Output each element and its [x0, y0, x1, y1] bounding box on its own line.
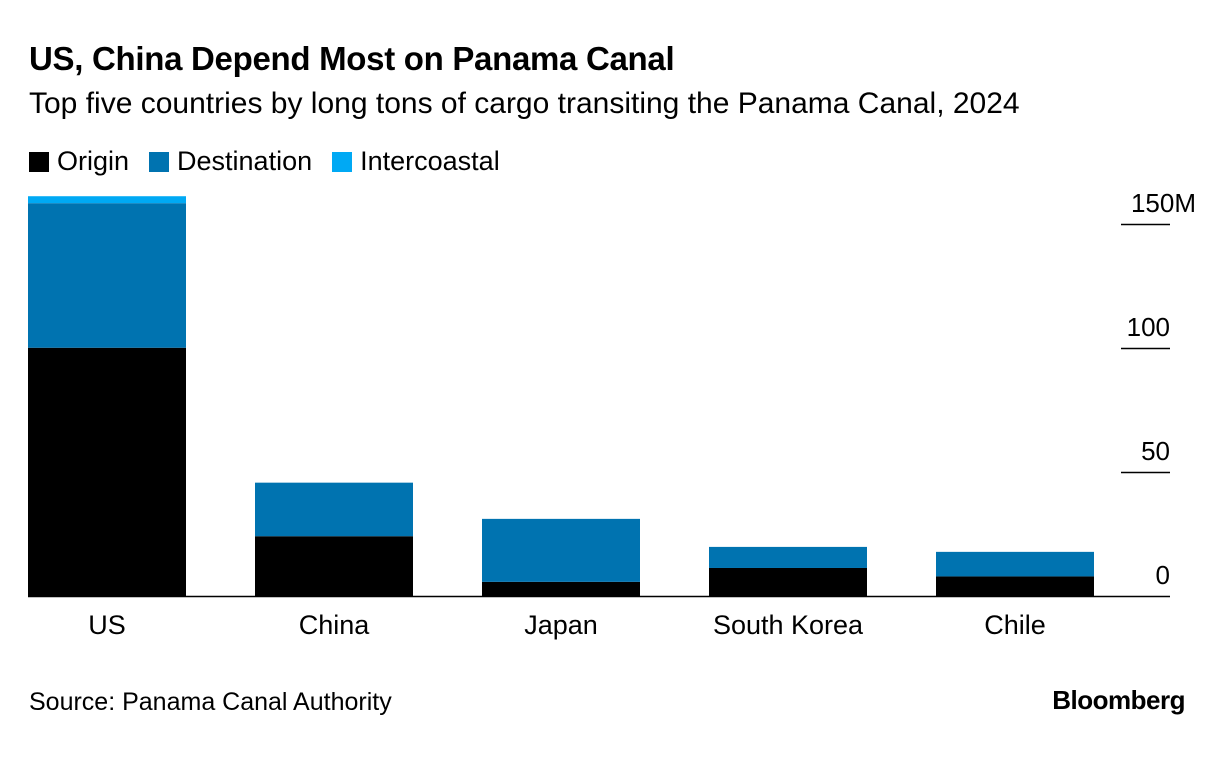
bar-chile-destination [936, 551, 1094, 577]
y-tick-label-150: 150M [1131, 188, 1196, 218]
bar-china-destination [255, 482, 413, 537]
x-tick-label-us: US [88, 610, 126, 640]
bar-japan-destination [482, 518, 640, 582]
legend-swatch-destination [149, 151, 170, 172]
bar-south-korea-destination [709, 546, 867, 568]
bar-us-intercoastal [28, 196, 186, 204]
legend-item-destination: Destination [149, 146, 312, 177]
legend-swatch-intercoastal [332, 151, 353, 172]
x-tick-label-chile: Chile [984, 610, 1046, 640]
bar-us-destination [28, 203, 186, 348]
bar-china-origin [255, 536, 413, 596]
y-tick-label-100: 100 [1127, 312, 1170, 342]
legend-label-origin: Origin [57, 146, 130, 176]
y-tick-label-50: 50 [1141, 436, 1170, 466]
x-tick-label-south-korea: South Korea [713, 610, 864, 640]
bar-south-korea-origin [709, 567, 867, 596]
bloomberg-logo: Bloomberg [1052, 685, 1185, 715]
y-tick-label-0: 0 [1156, 560, 1170, 590]
legend-item-origin: Origin [29, 146, 129, 177]
x-tick-label-japan: Japan [524, 610, 598, 640]
legend-swatch-origin [29, 151, 49, 172]
legend-label-intercoastal: Intercoastal [360, 146, 500, 176]
bar-us-origin [28, 347, 186, 596]
chart-title: US, China Depend Most on Panama Canal [29, 40, 675, 77]
legend-item-intercoastal: Intercoastal [332, 146, 500, 177]
legend-label-destination: Destination [177, 146, 313, 176]
chart-subtitle: Top five countries by long tons of cargo… [29, 87, 1020, 120]
legend: Origin Destination Intercoastal [29, 146, 520, 177]
bar-chile-origin [936, 576, 1094, 596]
source-note: Source: Panama Canal Authority [29, 688, 392, 716]
bar-japan-origin [482, 581, 640, 596]
x-tick-label-china: China [299, 610, 371, 640]
